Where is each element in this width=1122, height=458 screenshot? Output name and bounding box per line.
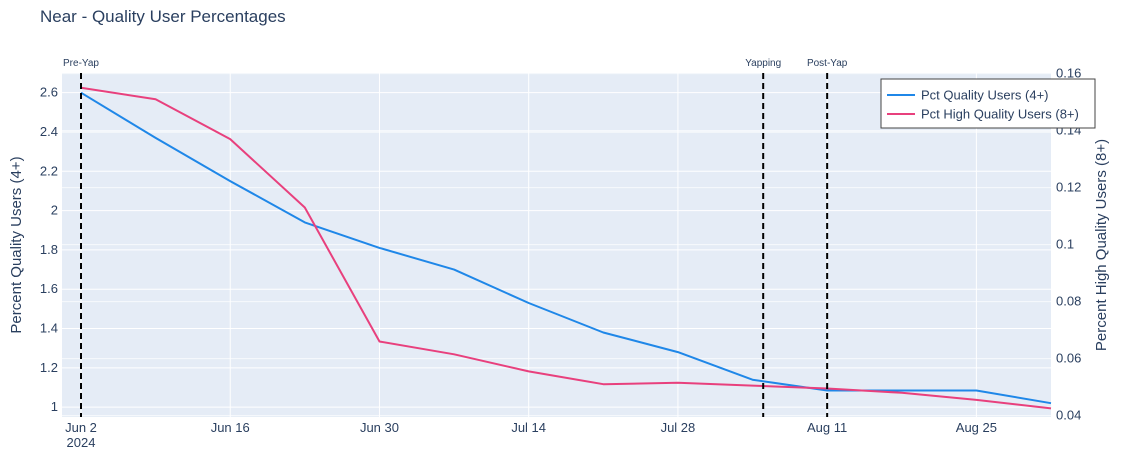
x-tick-label: Jun 16 xyxy=(211,420,250,435)
y-axis-label: Percent Quality Users (4+) xyxy=(8,156,25,333)
y2-tick-label: 0.06 xyxy=(1056,351,1081,366)
x-tick-label: Jun 2 xyxy=(65,420,97,435)
series-line-2 xyxy=(80,86,1052,410)
y-tick-label: 1 xyxy=(51,399,58,414)
y2-tick-label: 0.1 xyxy=(1056,237,1074,252)
event-label: Pre-Yap xyxy=(63,58,99,69)
y2-axis-label: Percent High Quality Users (8+) xyxy=(1093,139,1110,351)
y2-tick-label: 0.08 xyxy=(1056,294,1081,309)
y2-tick-label: 0.16 xyxy=(1056,66,1081,81)
series-layer xyxy=(80,86,1052,410)
legend-label[interactable]: Pct High Quality Users (8+) xyxy=(921,107,1079,122)
x-tick-label: Aug 25 xyxy=(956,420,997,435)
y-tick-label: 2.4 xyxy=(40,124,58,139)
series-line-1 xyxy=(80,91,1052,405)
x-tick-label: Jul 14 xyxy=(511,420,546,435)
y-tick-label: 1.4 xyxy=(40,321,58,336)
chart-title: Near - Quality User Percentages xyxy=(40,7,286,26)
x-tick-sublabel: 2024 xyxy=(67,435,96,450)
event-label: Post-Yap xyxy=(807,58,848,69)
legend-box xyxy=(880,78,1096,129)
y2-tick-label: 0.12 xyxy=(1056,180,1081,195)
legend-label[interactable]: Pct Quality Users (4+) xyxy=(921,88,1049,103)
y2-tick-label: 0.04 xyxy=(1056,408,1081,423)
event-lines: Pre-Yap Yapping Post-Yap xyxy=(63,58,848,417)
x-tick-label: Jun 30 xyxy=(360,420,399,435)
y-tick-label: 1.2 xyxy=(40,360,58,375)
x-tick-label: Jul 28 xyxy=(661,420,696,435)
x-tick-label: Aug 11 xyxy=(807,420,847,435)
legend[interactable]: Pct Quality Users (4+) Pct High Quality U… xyxy=(880,78,1096,129)
event-label: Yapping xyxy=(745,58,781,69)
y-tick-label: 1.6 xyxy=(40,281,58,296)
y-tick-label: 2.6 xyxy=(40,85,58,100)
y-tick-label: 1.8 xyxy=(40,242,58,257)
y-tick-label: 2 xyxy=(51,203,58,218)
y-tick-label: 2.2 xyxy=(40,163,58,178)
